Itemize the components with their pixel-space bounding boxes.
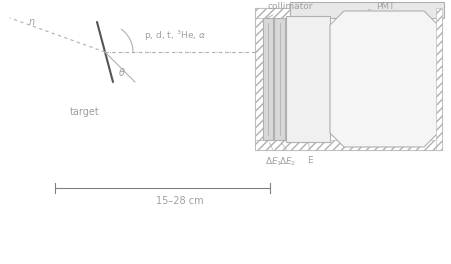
Bar	[290, 2, 444, 18]
Text: $\theta$: $\theta$	[118, 66, 126, 78]
Text: p, d, t, $^{3}$He, $\alpha$: p, d, t, $^{3}$He, $\alpha$	[144, 29, 206, 43]
Text: 15–28 cm: 15–28 cm	[156, 196, 204, 206]
Bar	[255, 8, 442, 18]
Bar	[255, 140, 442, 150]
Text: PMT: PMT	[368, 2, 394, 11]
Bar	[436, 8, 442, 150]
Bar	[255, 8, 442, 150]
Bar	[255, 18, 263, 140]
Bar	[286, 16, 330, 142]
Bar	[263, 18, 273, 140]
Bar	[274, 18, 285, 140]
Text: target: target	[70, 107, 100, 117]
Text: collimator: collimator	[266, 2, 313, 19]
Text: n: n	[29, 17, 35, 27]
Text: $\Delta E_2$: $\Delta E_2$	[279, 156, 297, 168]
Text: E: E	[307, 156, 313, 165]
Polygon shape	[330, 11, 438, 147]
Text: $\Delta E_1$: $\Delta E_1$	[265, 156, 283, 168]
